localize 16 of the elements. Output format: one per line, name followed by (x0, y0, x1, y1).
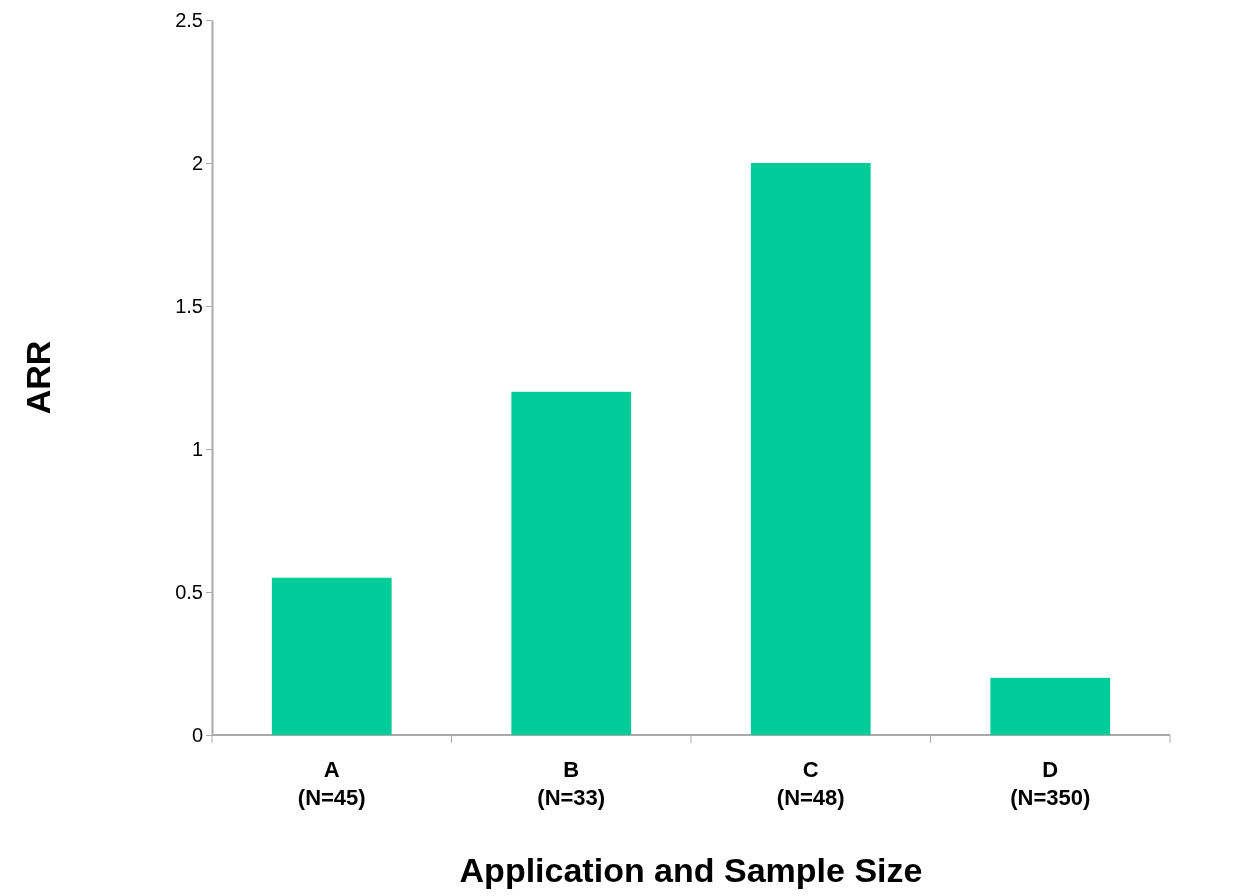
y-tick-label: 0 (191, 723, 203, 746)
x-tick-label: A (N=45) (297, 757, 366, 810)
y-axis-title: ARR (19, 340, 57, 415)
bar (271, 577, 392, 735)
x-tick-label: C (N=48) (776, 757, 845, 810)
bar (511, 391, 632, 735)
y-tick-label: 1 (191, 437, 203, 460)
x-tick-label: D (N=350) (1010, 757, 1091, 810)
y-tick-label: 1.5 (175, 294, 203, 317)
bar (990, 677, 1111, 735)
x-axis-title: Application and Sample Size (459, 851, 923, 889)
x-tick-label: B (N=33) (537, 757, 606, 810)
y-tick-label: 2.5 (175, 8, 203, 31)
y-tick-label: 2 (191, 151, 203, 174)
bar (750, 163, 871, 735)
y-tick-label: 0.5 (175, 580, 203, 603)
